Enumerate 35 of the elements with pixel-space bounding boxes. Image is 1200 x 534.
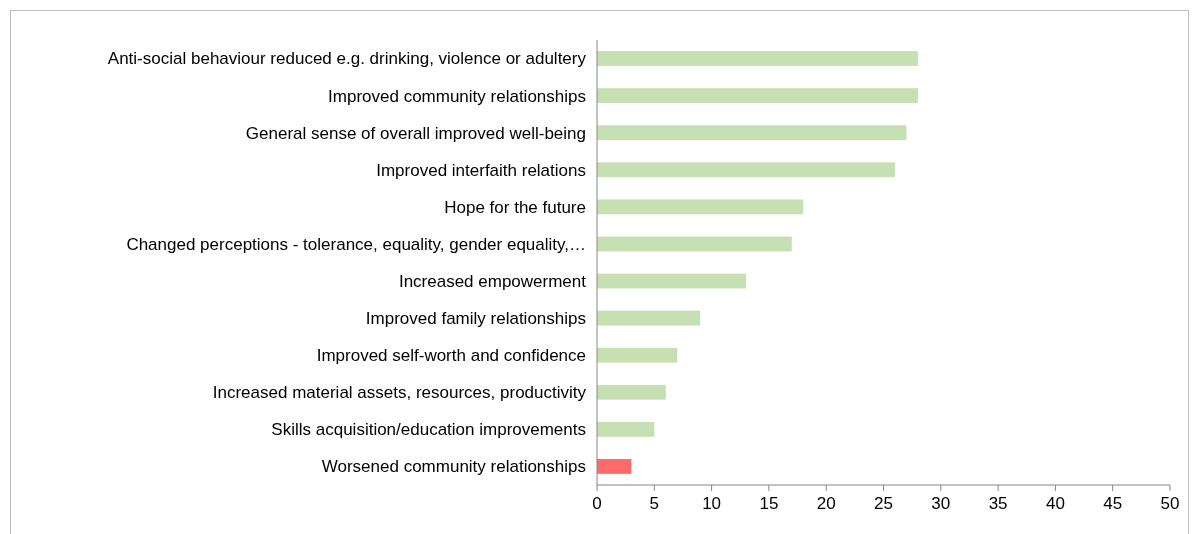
x-tick-label: 0 xyxy=(592,494,602,513)
y-tick-label: Changed perceptions - tolerance, equality, gender equality,… xyxy=(126,234,586,254)
x-tick-label: 5 xyxy=(649,494,660,513)
bar xyxy=(597,236,792,252)
y-tick-label: Increased empowerment xyxy=(398,271,587,291)
x-tick-label: 15 xyxy=(759,494,779,513)
y-tick-label: Improved self-worth and confidence xyxy=(316,346,586,366)
bar xyxy=(597,459,632,474)
bar xyxy=(597,199,804,215)
bar xyxy=(597,273,746,289)
bar xyxy=(597,125,907,141)
bar xyxy=(597,421,655,437)
bar xyxy=(597,51,918,66)
bar xyxy=(597,310,701,326)
bar xyxy=(597,347,678,363)
y-tick-label: Improved community relationships xyxy=(328,86,586,106)
y-tick-label: Improved family relationships xyxy=(365,309,586,329)
x-tick-label: 40 xyxy=(1045,494,1065,513)
y-tick-label: Increased material assets, resources, productivity xyxy=(212,383,587,403)
x-tick-label: 50 xyxy=(1160,494,1180,513)
y-tick-label: Anti-social behaviour reduced e.g. drinking, violence or adultery xyxy=(107,49,587,69)
x-tick-label: 30 xyxy=(931,494,951,513)
y-tick-label: Worsened community relationships xyxy=(321,457,586,477)
x-tick-label: 35 xyxy=(988,494,1008,513)
x-tick-label: 10 xyxy=(702,494,722,513)
bar xyxy=(597,384,666,400)
x-tick-label: 25 xyxy=(874,494,893,513)
bar xyxy=(597,162,895,178)
y-tick-label: Hope for the future xyxy=(444,197,586,217)
bar xyxy=(597,88,918,104)
y-tick-label: Improved interfaith relations xyxy=(376,160,586,180)
y-tick-label: Skills acquisition/education improvements xyxy=(271,420,586,440)
x-tick-label: 45 xyxy=(1103,494,1123,513)
x-tick-label: 20 xyxy=(816,494,836,513)
y-tick-label: General sense of overall improved well-being xyxy=(245,123,586,143)
